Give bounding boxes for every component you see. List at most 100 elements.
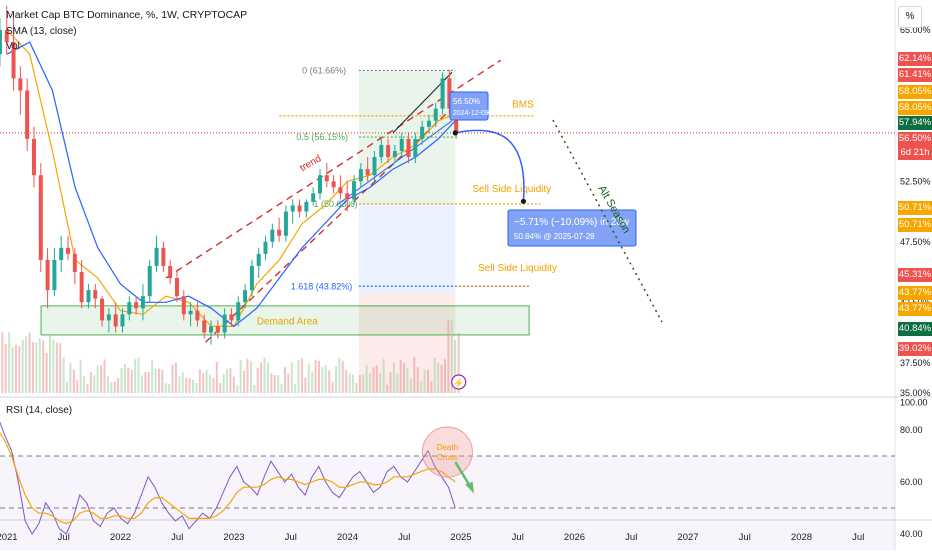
candle-body — [106, 314, 111, 321]
price-badge: 56.50% — [898, 132, 932, 146]
candle-body — [31, 138, 36, 176]
candle-body — [45, 259, 50, 291]
volume-bar — [140, 375, 143, 393]
candle-body — [229, 314, 234, 321]
projection-end-dot — [520, 198, 527, 204]
candle-body — [440, 78, 445, 109]
alert-glyph: ⚡ — [453, 377, 464, 389]
volume-bar — [137, 357, 140, 393]
fib-05-label: 0.5 (56.15%) — [296, 132, 348, 142]
candle-body — [11, 42, 16, 79]
volume-bar — [249, 360, 252, 393]
rsi-line — [0, 421, 456, 535]
time-axis-label: 2028 — [791, 532, 812, 543]
demand-area-label: Demand Area — [257, 317, 319, 328]
candle-body — [168, 265, 173, 279]
vol-legend[interactable]: Vol — [6, 41, 20, 52]
channel-lower-line — [205, 104, 456, 343]
volume-bar — [266, 362, 269, 393]
volume-bar — [28, 332, 31, 393]
candle-body — [215, 326, 220, 333]
volume-bar — [25, 336, 28, 393]
price-badge: 61.41% — [898, 68, 932, 82]
price-axis-label: 47.50% — [900, 237, 931, 247]
volume-bar — [372, 367, 375, 393]
volume-bar — [69, 362, 72, 393]
time-axis-label: Jul — [625, 532, 637, 543]
volume-bar — [290, 362, 293, 393]
volume-bar — [423, 369, 426, 393]
candle-body — [154, 247, 159, 266]
volume-bar — [352, 374, 355, 393]
candle-body — [420, 126, 425, 139]
candle-body — [236, 302, 241, 321]
candle-body — [270, 229, 275, 242]
volume-bar — [79, 359, 82, 393]
volume-bar — [382, 358, 385, 393]
volume-bar — [270, 373, 273, 393]
death-cross-circle — [421, 426, 473, 478]
candle-body — [392, 151, 397, 158]
fib-range-blue — [358, 203, 456, 294]
volume-bar — [399, 359, 402, 393]
volume-bar — [348, 373, 351, 393]
volume-bar — [406, 368, 409, 393]
volume-bar — [443, 359, 446, 393]
sma-legend[interactable]: SMA (13, close) — [6, 26, 77, 37]
candle-body — [79, 272, 84, 303]
volume-bar — [324, 365, 327, 393]
rsi-down-arrow — [454, 461, 475, 494]
volume-bar — [283, 367, 286, 393]
volume-bar — [42, 340, 45, 393]
volume-bar — [8, 332, 11, 393]
volume-bar — [317, 360, 320, 393]
volume-bar — [117, 378, 120, 393]
time-axis-label: 2024 — [337, 532, 358, 543]
volume-bar — [362, 374, 365, 393]
volume-bar — [48, 335, 51, 393]
candle-body — [59, 247, 64, 260]
bms-label: BMS — [512, 99, 534, 110]
volume-bar — [450, 320, 453, 393]
candle-body — [345, 193, 350, 200]
volume-bar — [100, 365, 103, 393]
candle-body — [352, 181, 357, 200]
volume-bar — [331, 381, 334, 393]
volume-bar — [341, 360, 344, 393]
percent-scale-button[interactable]: % — [898, 6, 922, 28]
volume-bar — [232, 376, 235, 393]
volume-bar — [4, 344, 7, 393]
time-axis-label: 2023 — [223, 532, 244, 543]
volume-bar — [21, 340, 24, 393]
price-axis-label: 52.50% — [900, 176, 931, 186]
volume-bar — [246, 358, 249, 393]
volume-bar — [457, 332, 460, 393]
volume-bar — [86, 384, 89, 393]
volume-bar — [171, 364, 174, 393]
volume-bar — [253, 384, 256, 393]
price-axis-label: 65.00% — [900, 25, 931, 35]
volume-bar — [300, 358, 303, 393]
candle-body — [277, 229, 282, 236]
candle-body — [18, 78, 23, 91]
projection-start-dot — [452, 130, 458, 136]
volume-bar — [420, 381, 423, 393]
volume-bar — [403, 363, 406, 393]
candle-body — [93, 290, 98, 299]
candle-body — [4, 30, 9, 43]
current-value-box — [449, 91, 489, 121]
volume-bar — [83, 376, 86, 393]
volume-bar — [195, 383, 198, 393]
candle-body — [372, 157, 377, 176]
candle-body — [358, 169, 363, 182]
volume-bar — [440, 364, 443, 393]
candle-body — [147, 265, 152, 297]
volume-bar — [226, 368, 229, 393]
volume-bar — [314, 359, 317, 393]
rsi-legend[interactable]: RSI (14, close) — [6, 405, 73, 416]
death-cross-label-2: Cross — [437, 453, 458, 462]
volume-bar — [103, 359, 106, 393]
projection-curve — [455, 129, 525, 202]
candle-body — [188, 310, 193, 315]
